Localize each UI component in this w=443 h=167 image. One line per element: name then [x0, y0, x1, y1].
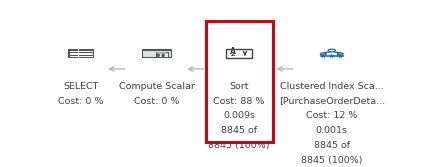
Text: Clustered Index Sca...: Clustered Index Sca... — [280, 82, 384, 91]
Text: 0.009s: 0.009s — [223, 111, 255, 120]
Circle shape — [338, 53, 343, 55]
FancyBboxPatch shape — [206, 21, 273, 142]
Text: 8845 (100%): 8845 (100%) — [208, 141, 270, 150]
Circle shape — [328, 49, 335, 52]
Text: 8845 of: 8845 of — [314, 141, 350, 150]
Text: 0.001s: 0.001s — [316, 126, 348, 135]
Text: 8845 of: 8845 of — [221, 126, 257, 135]
FancyBboxPatch shape — [226, 49, 252, 58]
FancyBboxPatch shape — [156, 52, 168, 57]
Text: Cost: 12 %: Cost: 12 % — [306, 111, 358, 120]
Text: Cost: 88 %: Cost: 88 % — [214, 97, 265, 106]
Text: Cost: 0 %: Cost: 0 % — [134, 97, 179, 106]
Circle shape — [320, 53, 326, 55]
Text: Z: Z — [231, 52, 235, 57]
Text: Compute Scalar: Compute Scalar — [119, 82, 194, 91]
FancyBboxPatch shape — [157, 52, 166, 54]
Text: Cost: 0 %: Cost: 0 % — [58, 97, 104, 106]
FancyBboxPatch shape — [68, 49, 94, 58]
FancyBboxPatch shape — [142, 49, 171, 57]
Text: SELECT: SELECT — [63, 82, 99, 91]
FancyBboxPatch shape — [142, 49, 171, 51]
Text: A: A — [230, 47, 236, 56]
Text: 8845 (100%): 8845 (100%) — [301, 156, 362, 165]
Text: [PurchaseOrderDeta...: [PurchaseOrderDeta... — [279, 97, 385, 106]
Text: Sort: Sort — [229, 82, 249, 91]
